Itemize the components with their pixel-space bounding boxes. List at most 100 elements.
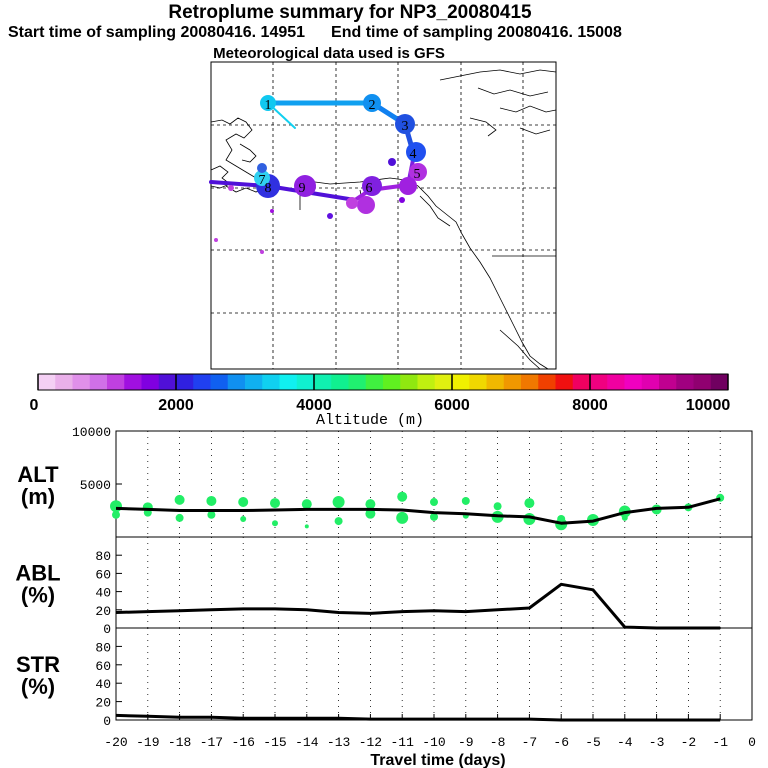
colorbar-swatch (417, 374, 436, 390)
colorbar-tick-label: 6000 (434, 397, 470, 414)
altitude-dot (304, 524, 309, 529)
map-point-label: 2 (369, 98, 376, 113)
colorbar-tick-label: 8000 (572, 397, 608, 414)
colorbar-swatch (555, 374, 574, 390)
x-tick-label: -18 (168, 735, 191, 750)
start-time-label: Start time of sampling 20080416. 14951 (8, 24, 306, 41)
y-tick-label: 20 (95, 696, 111, 711)
map-point-label: 1 (265, 98, 272, 113)
y-tick-label: 60 (95, 659, 111, 674)
colorbar-swatch (348, 374, 367, 390)
y-tick-label: 0 (103, 622, 111, 637)
altitude-dot (430, 512, 438, 521)
altitude-dot (207, 510, 216, 519)
colorbar-swatch (176, 374, 194, 390)
y-tick-label: 40 (95, 677, 111, 692)
panel-ylabel-unit: (m) (21, 484, 55, 509)
x-tick-label: 0 (748, 735, 756, 750)
map-point-label: 3 (402, 119, 409, 134)
altitude-dot (493, 502, 502, 511)
altitude-dot (524, 498, 535, 509)
series-line (115, 713, 721, 722)
x-tick-label: -19 (136, 735, 159, 750)
x-axis: -20 -19 -18 -17 -16 -15 -14 -13 -12 -11 -10 -9 -8 -7-… (104, 714, 756, 768)
panel-alt: 10000 5000 ALT(m) (17, 425, 753, 538)
colorbar-label: Altitude (m) (316, 412, 424, 429)
x-tick-label: -4 (617, 735, 633, 750)
y-tick-label: 60 (95, 567, 111, 582)
map-point-label: 9 (299, 181, 306, 196)
colorbar-swatch (590, 374, 608, 390)
colorbar-swatch (710, 374, 729, 390)
x-tick-label: -12 (359, 735, 382, 750)
colorbar-tick-label: 0 (30, 397, 39, 414)
map-point-label: 7 (259, 173, 266, 188)
colorbar-swatch (193, 374, 211, 390)
colorbar-tick-label: 4000 (296, 397, 332, 414)
colorbar-swatch (676, 374, 694, 390)
y-tick-label: 40 (95, 586, 111, 601)
end-time-label: End time of sampling 20080416. 15008 (331, 24, 622, 41)
altitude-dot (334, 517, 343, 526)
x-axis-label: Travel time (days) (370, 752, 505, 768)
panel-frame (115, 536, 753, 629)
colorbar-swatch (331, 374, 349, 390)
colorbar-tick-labels: 0 2000 4000 6000 8000 10000 (30, 397, 731, 414)
altitude-dot (397, 491, 408, 502)
panel-str: 80 60 40 20 0 STR(%) (16, 627, 753, 729)
panel-ylabel: ABL (15, 561, 60, 586)
altitude-dot (206, 495, 217, 506)
altitude-dot (272, 520, 278, 527)
colorbar-swatch (693, 374, 712, 390)
panel-ylabel-unit: (%) (21, 674, 55, 699)
x-tick-label: -9 (458, 735, 474, 750)
colorbar-swatch (262, 374, 280, 390)
colorbar-swatch (400, 374, 418, 390)
colorbar-swatch (521, 374, 539, 390)
y-tick-label: 5000 (80, 478, 111, 493)
altitude-dot (396, 511, 409, 524)
colorbar-swatch (124, 374, 142, 390)
altitude-dot (238, 497, 249, 508)
colorbar-swatch (72, 374, 91, 390)
altitude-dot (301, 499, 312, 510)
altitude-dot (365, 508, 376, 519)
series-line (115, 497, 721, 525)
colorbar-tick-label: 10000 (686, 397, 731, 414)
map-point-label: 4 (410, 147, 417, 162)
colorbar-swatch (641, 374, 660, 390)
x-tick-label: -15 (263, 735, 286, 750)
x-tick-label: -17 (200, 735, 223, 750)
colorbar-swatch (624, 374, 643, 390)
colorbar-swatch (279, 374, 298, 390)
x-tick-label: -16 (231, 735, 254, 750)
colorbar-swatch (89, 374, 108, 390)
map-point-label: 6 (366, 181, 373, 196)
sampling-times: Start time of sampling 20080416. 14951 En… (8, 24, 768, 42)
altitude-dot (621, 514, 628, 521)
altitude-dot (175, 513, 184, 522)
x-tick-label: -20 (104, 735, 127, 750)
colorbar-swatch (141, 374, 160, 390)
x-tick-label: -2 (681, 735, 697, 750)
y-tick-label: 0 (103, 714, 111, 729)
colorbar-swatch (210, 374, 229, 390)
colorbar-tick-label: 2000 (158, 397, 194, 414)
altitude-dot (174, 494, 185, 505)
colorbar-swatch (503, 374, 522, 390)
altitude-dot (240, 515, 247, 522)
panel-ylabel: STR (16, 652, 60, 677)
map-point-label: 5 (414, 167, 421, 182)
colorbar-swatch (107, 374, 125, 390)
x-tick-label: -3 (649, 735, 665, 750)
x-tick-label: -14 (295, 735, 319, 750)
colorbar-swatch (158, 374, 177, 390)
panel-ylabel: ALT (17, 462, 59, 487)
y-tick-label: 10000 (72, 425, 111, 440)
colorbar-swatch (452, 374, 470, 390)
y-tick-label: 80 (95, 549, 111, 564)
colorbar-swatch (572, 374, 591, 390)
colorbar-swatch (227, 374, 246, 390)
